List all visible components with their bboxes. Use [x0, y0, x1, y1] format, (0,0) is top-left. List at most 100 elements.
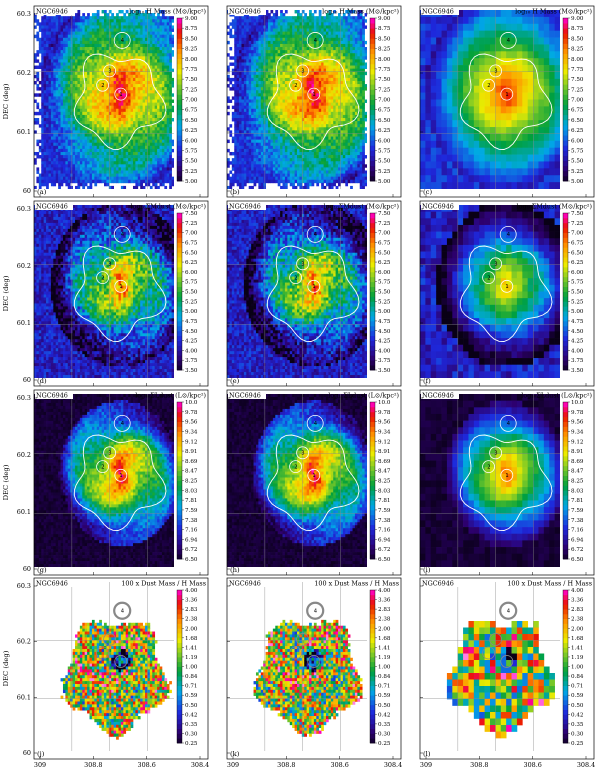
map-cell: [171, 37, 174, 42]
map-cell: [43, 93, 47, 97]
map-cell: [125, 158, 129, 162]
map-cell: [46, 151, 49, 156]
map-cell: [243, 136, 247, 140]
map-cell: [58, 130, 61, 134]
map-cell: [130, 93, 134, 97]
map-cell: [299, 170, 303, 174]
map-cell: [234, 28, 237, 32]
map-cell: [43, 148, 47, 153]
map-cell: [62, 56, 66, 60]
map-cell: [41, 164, 44, 168]
map-cell: [282, 62, 286, 66]
map-cell: [60, 40, 64, 45]
map-cell: [292, 111, 295, 116]
map-cell: [282, 167, 286, 171]
map-cell: [140, 62, 143, 66]
map-cell: [268, 65, 271, 69]
map-cell: [270, 148, 274, 153]
map-cell: [101, 25, 105, 29]
map-cell: [299, 59, 303, 63]
map-cell: [243, 59, 247, 63]
map-cell: [41, 127, 44, 131]
map-cell: [149, 133, 153, 137]
map-cell: [104, 22, 107, 26]
map-cell: [91, 68, 95, 73]
map-cell: [132, 133, 136, 137]
map-cell: [166, 84, 170, 88]
map-cell: [275, 16, 279, 20]
map-cell: [46, 84, 49, 88]
map-cell: [46, 96, 49, 100]
map-cell: [272, 31, 276, 36]
map-cell: [70, 102, 73, 107]
map-cell: [135, 139, 139, 144]
map-cell: [299, 185, 303, 189]
map-cell: [123, 139, 127, 144]
map-cell: [87, 133, 90, 137]
map-cell: [43, 139, 47, 144]
map-cell: [53, 68, 57, 73]
map-cell: [123, 127, 127, 131]
colorbar-tick-label: 6.00: [185, 138, 198, 144]
map-cell: [48, 19, 52, 23]
map-cell: [65, 130, 69, 134]
map-cell: [147, 155, 151, 159]
map-cell: [282, 182, 286, 187]
map-cell: [157, 31, 160, 36]
map-cell: [108, 142, 112, 147]
map-cell: [108, 99, 112, 103]
map-cell: [147, 158, 151, 162]
map-cell: [94, 111, 98, 116]
map-cell: [289, 155, 293, 159]
map-cell: [292, 53, 295, 57]
map-cell: [108, 93, 112, 97]
map-cell: [94, 167, 98, 171]
map-cell: [48, 28, 52, 32]
map-cell: [48, 56, 52, 60]
map-cell: [130, 139, 134, 144]
map-cell: [67, 34, 71, 39]
map-cell: [108, 158, 112, 162]
map-cell: [289, 139, 293, 144]
map-cell: [75, 71, 78, 76]
map-cell: [106, 56, 110, 60]
map-cell: [46, 16, 49, 20]
map-cell: [118, 53, 122, 57]
map-cell: [255, 96, 259, 100]
map-cell: [246, 108, 250, 113]
map-cell: [84, 65, 88, 69]
map-cell: [251, 68, 254, 73]
map-cell: [272, 158, 276, 162]
map-cell: [277, 121, 281, 125]
map-cell: [58, 142, 61, 147]
colorbar-tick-label: 5.00: [185, 179, 198, 185]
map-cell: [104, 31, 107, 36]
map-cell: [251, 130, 254, 134]
map-cell: [145, 31, 148, 36]
map-cell: [294, 142, 298, 147]
map-cell: [282, 37, 286, 42]
map-cell: [116, 34, 119, 39]
map-cell: [171, 158, 174, 162]
map-cell: [123, 65, 127, 69]
map-cell: [82, 179, 86, 184]
map-cell: [84, 47, 88, 51]
map-cell: [265, 155, 269, 159]
map-cell: [161, 68, 165, 73]
map-cell: [84, 179, 88, 184]
map-cell: [243, 84, 247, 88]
map-cell: [263, 124, 266, 128]
map-cell: [164, 40, 168, 45]
map-cell: [113, 22, 117, 26]
map-cell: [231, 114, 235, 119]
colorbar-tick-label: 6.50: [185, 118, 198, 124]
map-cell: [58, 176, 61, 181]
map-cell: [106, 90, 110, 94]
map-cell: [62, 111, 66, 116]
map-cell: [152, 124, 156, 128]
map-cell: [72, 25, 76, 29]
map-cell: [91, 111, 95, 116]
colorbar-segment: [177, 104, 182, 111]
map-cell: [272, 16, 276, 20]
map-cell: [108, 185, 112, 189]
